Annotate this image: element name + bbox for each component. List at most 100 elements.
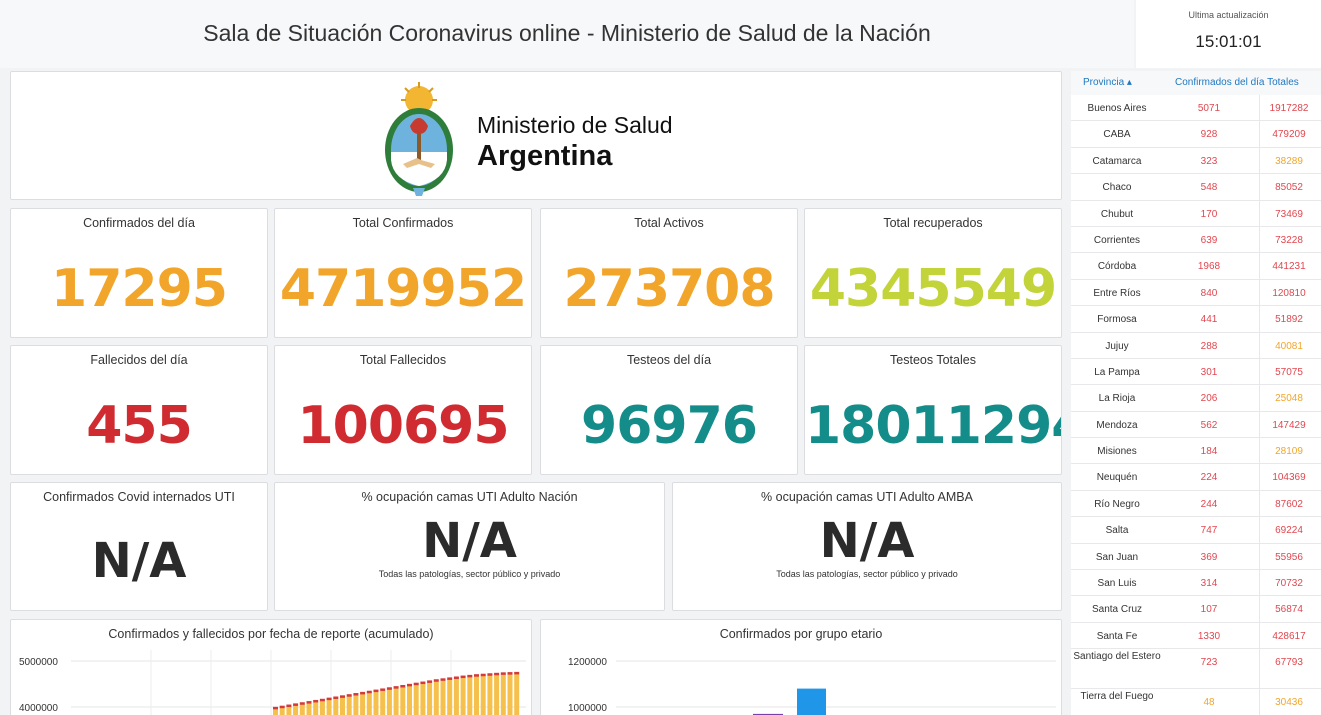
bar: [433, 681, 439, 715]
province-name: Neuquén: [1096, 472, 1138, 484]
confirmed-day: 1330: [1197, 630, 1221, 642]
confirmed-total: 25048: [1275, 393, 1303, 405]
bar: [373, 691, 379, 715]
table-row: Formosa 441 51892: [1071, 306, 1321, 333]
bar-cap: [306, 701, 312, 704]
bar: [507, 674, 513, 715]
bar: [286, 706, 292, 715]
table-row: Santa Fe 1330 428617: [1071, 622, 1321, 650]
chart-panel-acumulado: Confirmados y fallecidos por fecha de re…: [10, 619, 532, 715]
bar: [293, 705, 299, 715]
column-divider: [1259, 622, 1260, 649]
confirmed-day: 314: [1200, 578, 1218, 590]
bar: [393, 688, 399, 715]
stat-label: % ocupación camas UTI Adulto Nación: [361, 490, 578, 504]
province-name: Formosa: [1097, 314, 1137, 326]
last-update-time: 15:01:01: [1195, 32, 1262, 51]
stat-value: N/A: [422, 513, 517, 569]
confirmed-day: 639: [1200, 234, 1218, 246]
province-name: Buenos Aires: [1087, 103, 1147, 114]
column-divider: [1259, 358, 1260, 385]
province-name: Santiago del Estero: [1073, 651, 1161, 663]
stat-label: Fallecidos del día: [90, 353, 188, 367]
column-divider: [1259, 332, 1260, 358]
province-name: Corrientes: [1093, 234, 1141, 246]
table-row: La Rioja 206 25048: [1071, 385, 1321, 412]
table-row: Neuquén 224 104369: [1071, 464, 1321, 491]
y-tick-label: 4000000: [19, 703, 58, 714]
confirmed-total: 55956: [1275, 551, 1303, 563]
table-row: San Luis 314 70732: [1071, 570, 1321, 597]
stat-value: N/A: [91, 533, 187, 589]
bar: [453, 678, 459, 715]
bar-cap: [293, 703, 299, 706]
table-body: Buenos Aires 5071 1917282 CABA 928 479209 Cata…: [1071, 95, 1321, 715]
confirmed-day: 928: [1200, 129, 1218, 141]
sort-province-header[interactable]: Provincia ▴: [1083, 77, 1132, 88]
table-row: Misiones 184 28109: [1071, 438, 1321, 465]
province-name: Entre Ríos: [1093, 287, 1141, 299]
y-tick-label: 5000000: [19, 657, 58, 668]
stat-label: Total Fallecidos: [359, 353, 447, 367]
confirmed-total: 1917282: [1269, 103, 1309, 114]
column-divider: [1259, 596, 1260, 622]
bar: [313, 701, 319, 715]
y-tick-label: 1000000: [568, 703, 607, 714]
column-divider: [1259, 174, 1260, 200]
table-row: Salta 747 69224: [1071, 517, 1321, 544]
stat-testeos-dia: Testeos del día 96976: [540, 345, 798, 475]
column-divider: [1259, 490, 1260, 517]
stat-total-confirmados: Total Confirmados 4719952: [274, 208, 532, 338]
stat-note: Todas las patologías, sector público y p…: [378, 569, 561, 579]
bar: [514, 673, 520, 715]
last-update-box: Ultima actualización 15:01:01: [1136, 0, 1321, 68]
confirmed-day: 723: [1200, 657, 1218, 669]
bar-cap: [480, 673, 486, 677]
column-divider: [1259, 385, 1260, 411]
bar-cap: [346, 694, 352, 697]
chart-title: Confirmados por grupo etario: [719, 627, 883, 641]
bar-cap: [326, 697, 332, 701]
confirmed-total: 147429: [1272, 419, 1306, 431]
page-title: Sala de Situación Coronavirus online - M…: [203, 20, 931, 46]
dashboard-header: Sala de Situación Coronavirus online - M…: [0, 0, 1134, 68]
stat-uti-amba: % ocupación camas UTI Adulto AMBA N/A To…: [672, 482, 1062, 611]
confirmed-total: 104369: [1272, 472, 1306, 484]
confirmed-day: 170: [1200, 208, 1218, 220]
table-row: San Juan 369 55956: [1071, 543, 1321, 571]
bar-cap: [393, 686, 399, 689]
bar: [467, 676, 473, 715]
y-tick-label: 1200000: [568, 657, 607, 668]
confirmed-total: 69224: [1275, 525, 1303, 537]
province-name: CABA: [1103, 129, 1131, 141]
ministry-country: Argentina: [477, 140, 613, 172]
province-name: Misiones: [1097, 446, 1137, 458]
confirmed-total: 85052: [1275, 182, 1303, 194]
confirmed-day: 840: [1200, 287, 1218, 299]
column-divider: [1259, 95, 1260, 121]
bar-cap: [453, 676, 459, 679]
bar: [480, 675, 486, 715]
bar-cap: [500, 672, 506, 675]
table-row: Chaco 548 85052: [1071, 174, 1321, 201]
confirmed-day: 369: [1200, 551, 1218, 563]
confirmed-day: 107: [1200, 604, 1218, 616]
confirmed-total: 57075: [1275, 366, 1303, 378]
bar-cap: [400, 684, 406, 688]
metrics-header[interactable]: Confirmados del día Totales: [1175, 77, 1299, 88]
stat-label: Confirmados Covid internados UTI: [43, 490, 235, 504]
bar: [474, 676, 479, 715]
bar-cap: [386, 687, 392, 690]
stat-note: Todas las patologías, sector público y p…: [776, 569, 958, 579]
stat-label: Total Confirmados: [352, 216, 454, 230]
confirmed-total: 73228: [1275, 234, 1303, 246]
column-divider: [1259, 306, 1260, 332]
column-divider: [1259, 543, 1260, 570]
stat-confirmados-dia: Confirmados del día 17295: [10, 208, 268, 338]
stat-total-activos: Total Activos 273708: [540, 208, 798, 338]
bar-cap: [380, 688, 386, 691]
bar: [386, 689, 392, 715]
confirmed-day: 548: [1200, 182, 1218, 194]
table-row: Chubut 170 73469: [1071, 200, 1321, 227]
confirmed-day: 48: [1203, 697, 1215, 709]
